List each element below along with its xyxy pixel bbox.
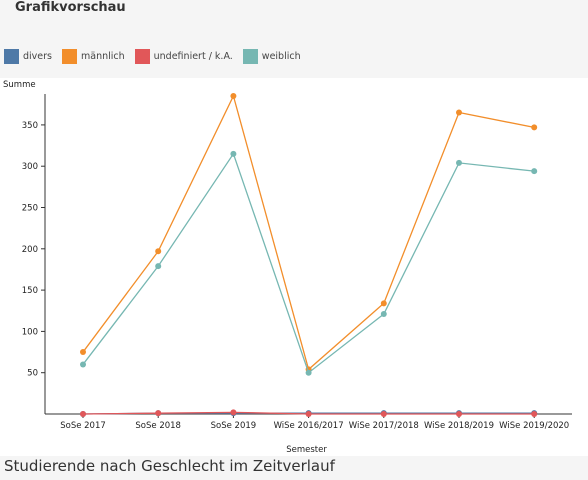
- legend-item-divers[interactable]: divers: [4, 49, 52, 64]
- y-tick-label: 150: [22, 286, 38, 296]
- legend-item-weiblich[interactable]: weiblich: [242, 49, 301, 64]
- data-point-undefiniert-k-a: [456, 411, 462, 417]
- x-axis-label: Semester: [286, 445, 327, 455]
- data-point-weiblich: [230, 150, 237, 157]
- x-tick-label: WiSe 2018/2019: [424, 421, 494, 431]
- legend-swatch-weiblich: [242, 49, 258, 64]
- x-tick-label: SoSe 2018: [135, 421, 181, 431]
- data-point-weiblich: [305, 369, 312, 376]
- legend-item-maennlich[interactable]: männlich: [62, 49, 125, 64]
- data-point-undefiniert-k-a: [531, 411, 538, 417]
- y-tick-label: 300: [22, 162, 38, 172]
- x-tick-label: SoSe 2019: [211, 421, 257, 431]
- legend-label-maennlich: männlich: [81, 51, 125, 62]
- data-point-maennlich: [380, 300, 387, 307]
- data-point-undefiniert-k-a: [80, 411, 86, 417]
- data-point-maennlich: [230, 93, 237, 99]
- chart-caption: Studierende nach Geschlecht im Zeitverla…: [4, 457, 335, 475]
- chart-area: Summe 50 100 150 200 250 300 350 SoSe 2017 SoSe 2…: [0, 78, 588, 456]
- data-point-undefiniert-k-a: [155, 410, 162, 417]
- x-tick-label: SoSe 2017: [60, 421, 106, 431]
- data-point-weiblich: [531, 168, 538, 175]
- data-point-undefiniert-k-a: [305, 411, 312, 417]
- x-tick-label: WiSe 2016/2017: [274, 421, 344, 431]
- y-axis-label: Summe: [3, 80, 36, 90]
- y-tick-label: 250: [22, 204, 38, 214]
- series-line-maennlich: [82, 94, 535, 371]
- y-tick-label: 200: [22, 245, 38, 255]
- x-tick-label: WiSe 2019/2020: [499, 421, 569, 431]
- data-point-maennlich: [80, 349, 86, 356]
- legend-label-weiblich: weiblich: [261, 51, 301, 62]
- line-chart: Summe 50 100 150 200 250 300 350 SoSe 2017 SoSe 2…: [3, 80, 572, 455]
- legend-item-undefiniert[interactable]: undefiniert / k.A.: [134, 49, 233, 64]
- data-point-weiblich: [155, 263, 162, 270]
- data-point-weiblich: [80, 361, 86, 368]
- legend-swatch-maennlich: [62, 49, 77, 64]
- chart-legend: divers männlich undefiniert / k.A. weibl…: [4, 49, 311, 64]
- y-tick-label: 100: [22, 327, 38, 337]
- x-tick-label: WiSe 2017/2018: [349, 421, 419, 431]
- data-point-undefiniert-k-a: [380, 411, 387, 417]
- legend-label-divers: divers: [23, 51, 52, 62]
- data-point-undefiniert-k-a: [230, 409, 237, 416]
- data-point-maennlich: [456, 109, 462, 116]
- data-point-maennlich: [155, 248, 162, 255]
- legend-swatch-undefiniert: [134, 49, 150, 64]
- legend-swatch-divers: [4, 49, 19, 64]
- data-point-maennlich: [531, 124, 538, 131]
- y-tick-label: 50: [27, 369, 38, 379]
- series-line-weiblich: [82, 152, 535, 374]
- panel-title: Grafikvorschau: [15, 0, 126, 15]
- data-point-weiblich: [380, 311, 387, 318]
- data-point-weiblich: [456, 159, 462, 166]
- y-tick-label: 350: [22, 121, 38, 131]
- legend-label-undefiniert: undefiniert / k.A.: [153, 51, 233, 62]
